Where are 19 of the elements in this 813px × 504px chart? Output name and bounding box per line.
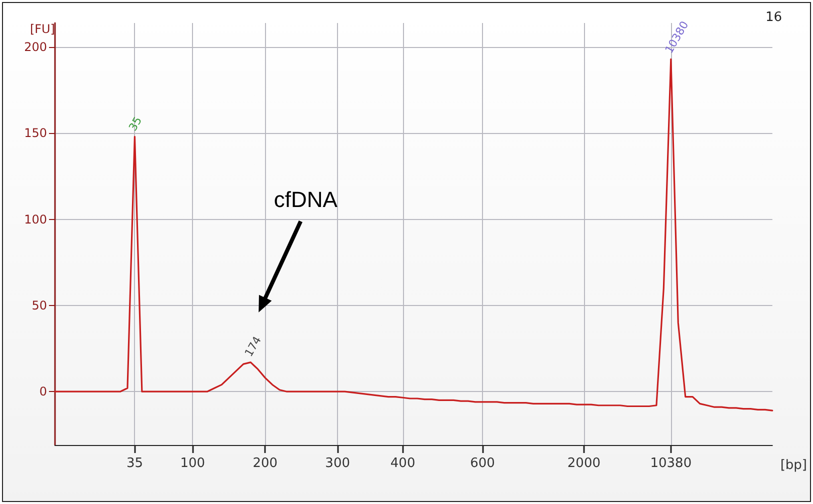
annotation: 35 [126, 114, 145, 134]
y-axis-title: [FU] [30, 22, 55, 36]
x-tick-label: 200 [252, 456, 278, 471]
x-tick-label: 100 [180, 456, 206, 471]
x-tick-label: 35 [126, 456, 143, 471]
y-tick-label: 200 [24, 40, 47, 54]
x-tick-label: 10380 [650, 456, 692, 471]
annotation: cfDNA [274, 186, 338, 212]
x-tick-label: 600 [470, 456, 495, 471]
y-tick-label: 150 [24, 126, 47, 140]
x-tick-label: 300 [325, 456, 350, 471]
y-tick-label: 50 [32, 298, 47, 312]
annotation: 16 [765, 10, 782, 25]
y-tick-label: 100 [24, 212, 47, 226]
x-axis-title: [bp] [780, 458, 808, 473]
y-tick-label: 0 [39, 384, 47, 399]
line-series [54, 58, 774, 412]
x-tick-label: 400 [390, 456, 416, 471]
x-tick-label: 2000 [567, 456, 601, 471]
